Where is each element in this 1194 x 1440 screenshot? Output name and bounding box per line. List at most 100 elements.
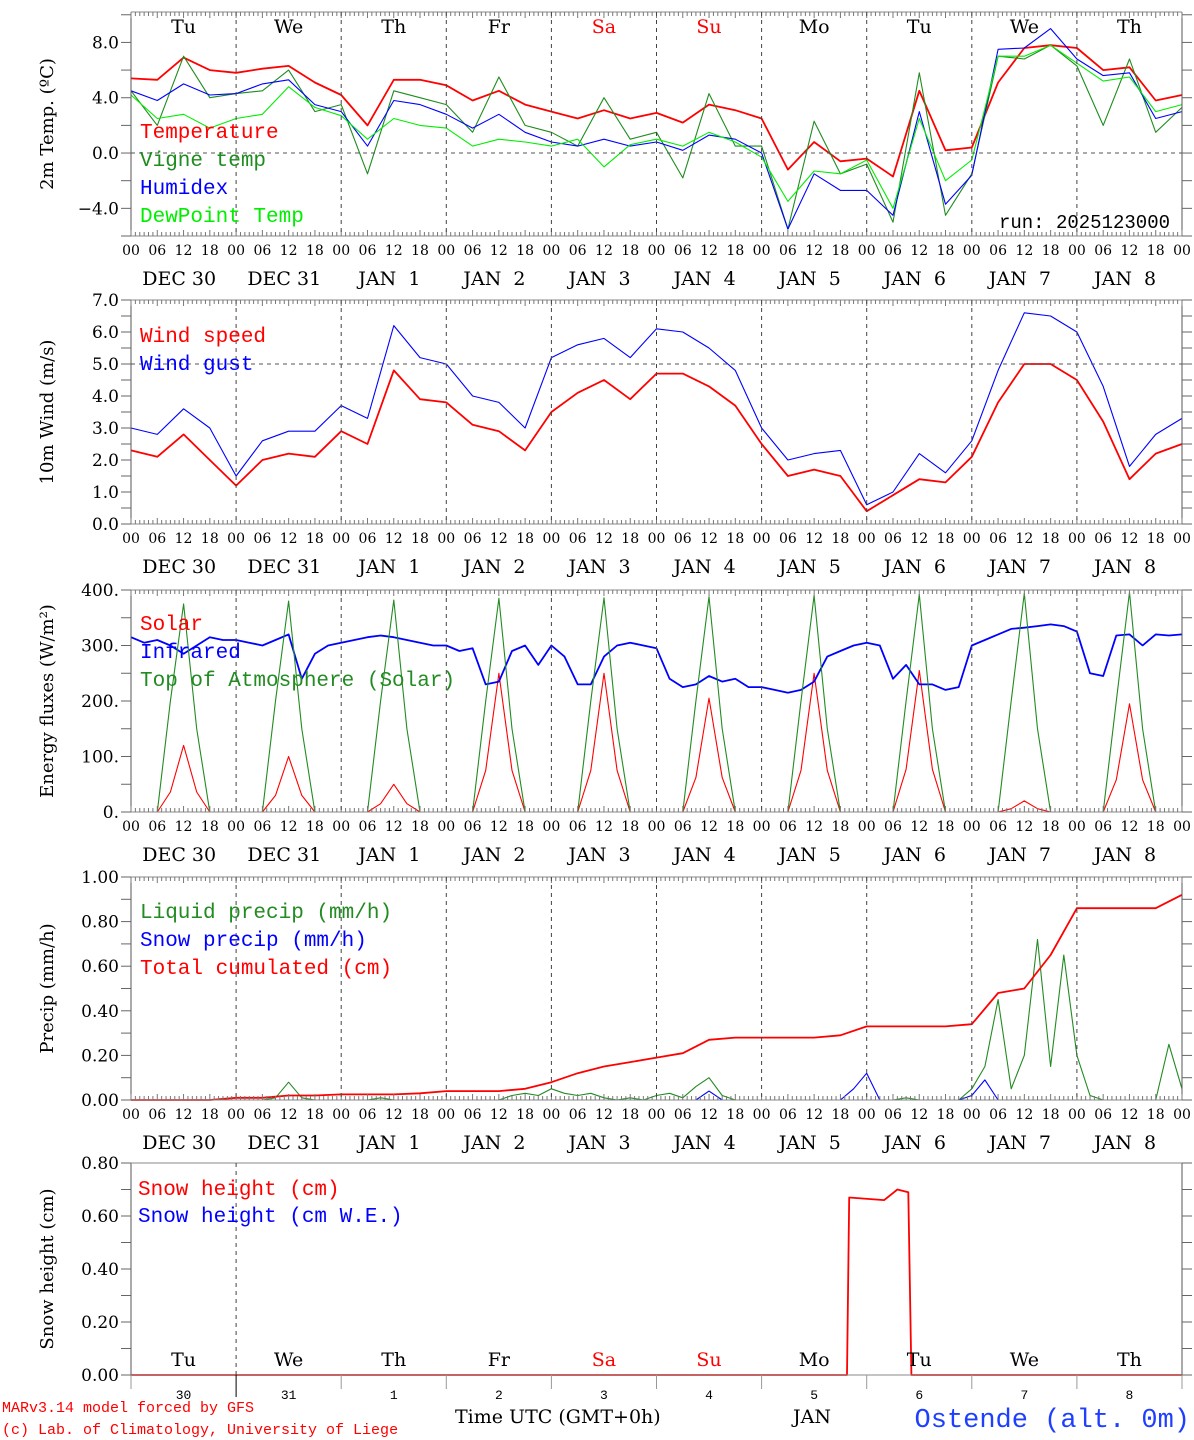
day-of-week-label: Th xyxy=(1117,16,1142,38)
date-label: JAN 2 xyxy=(461,1132,525,1154)
hour-tick-label: 12 xyxy=(280,819,298,835)
date-label: JAN 4 xyxy=(672,556,736,578)
date-label: DEC 31 xyxy=(247,844,321,866)
hour-tick-label: 12 xyxy=(175,531,193,547)
hour-tick-label: 12 xyxy=(595,819,613,835)
hour-tick-label: 00 xyxy=(1068,819,1086,835)
hour-tick-label: 18 xyxy=(832,819,850,835)
y-tick-label: 2.0 xyxy=(92,451,119,471)
hour-tick-label: 18 xyxy=(411,819,429,835)
hour-tick-label: 00 xyxy=(1173,243,1191,259)
hour-tick-label: 00 xyxy=(858,1107,876,1123)
date-label: JAN 8 xyxy=(1092,1132,1156,1154)
hour-tick-label: 12 xyxy=(595,1107,613,1123)
hour-tick-label: 00 xyxy=(227,1107,245,1123)
hour-tick-label: 18 xyxy=(306,819,324,835)
day-of-week-label: Tu xyxy=(171,1349,196,1371)
hour-tick-label: 18 xyxy=(411,531,429,547)
day-number-label: 8 xyxy=(1126,1388,1134,1403)
hour-tick-label: 06 xyxy=(253,819,271,835)
hour-tick-label: 00 xyxy=(1068,243,1086,259)
y-tick-label: 1.00 xyxy=(81,868,119,888)
day-of-week-label: Su xyxy=(696,1349,721,1371)
series-line-snow-height-cm xyxy=(131,1188,1182,1376)
date-label: JAN 6 xyxy=(882,844,946,866)
legend-entry: Top of Atmosphere (Solar) xyxy=(140,670,455,693)
hour-tick-label: 18 xyxy=(726,243,744,259)
hour-tick-label: 00 xyxy=(1068,531,1086,547)
hour-tick-label: 12 xyxy=(1015,531,1033,547)
hour-tick-label: 06 xyxy=(359,531,377,547)
hour-tick-label: 12 xyxy=(805,531,823,547)
series-line-temperature xyxy=(130,44,1183,178)
hour-tick-label: 18 xyxy=(937,819,955,835)
hour-tick-label: 06 xyxy=(148,819,166,835)
day-number-label: 1 xyxy=(390,1388,398,1403)
date-label: JAN 2 xyxy=(461,556,525,578)
hour-tick-label: 12 xyxy=(805,819,823,835)
y-tick-label: 0.80 xyxy=(81,913,119,933)
y-tick-label: 400. xyxy=(81,581,119,601)
hour-tick-label: 00 xyxy=(227,531,245,547)
hour-tick-label: 12 xyxy=(385,243,403,259)
hour-tick-label: 06 xyxy=(884,243,902,259)
hour-tick-label: 06 xyxy=(884,1107,902,1123)
hour-tick-label: 18 xyxy=(726,531,744,547)
hour-tick-label: 18 xyxy=(621,1107,639,1123)
hour-tick-label: 00 xyxy=(437,531,455,547)
hour-tick-label: 12 xyxy=(385,1107,403,1123)
date-label: JAN 5 xyxy=(777,556,841,578)
y-tick-label: 0.00 xyxy=(81,1366,119,1386)
hour-tick-label: 00 xyxy=(122,1107,140,1123)
date-label: JAN 4 xyxy=(672,844,736,866)
hour-tick-label: 12 xyxy=(700,531,718,547)
y-tick-label: 300. xyxy=(81,637,119,657)
hour-tick-label: 06 xyxy=(148,531,166,547)
hour-tick-label: 06 xyxy=(569,819,587,835)
hour-tick-label: 00 xyxy=(1173,819,1191,835)
hour-tick-label: 00 xyxy=(227,819,245,835)
hour-tick-label: 12 xyxy=(1015,1107,1033,1123)
date-label: JAN 6 xyxy=(882,556,946,578)
run-annotation: run: 2025123000 xyxy=(999,212,1170,234)
y-tick-label: −4.0 xyxy=(78,199,119,219)
day-of-week-label: Mo xyxy=(799,1349,830,1371)
date-label: DEC 30 xyxy=(142,556,216,578)
hour-tick-label: 18 xyxy=(306,243,324,259)
hour-tick-label: 12 xyxy=(175,1107,193,1123)
day-number-label: 7 xyxy=(1020,1388,1028,1403)
hour-tick-label: 12 xyxy=(910,1107,928,1123)
hour-tick-label: 00 xyxy=(858,243,876,259)
hour-tick-label: 06 xyxy=(148,243,166,259)
date-label: JAN 6 xyxy=(882,1132,946,1154)
hour-tick-label: 00 xyxy=(1173,1107,1191,1123)
y-tick-label: 5.0 xyxy=(92,355,119,375)
hour-tick-label: 06 xyxy=(779,819,797,835)
legend-entry: Wind speed xyxy=(140,326,266,349)
hour-tick-label: 00 xyxy=(963,243,981,259)
date-label: DEC 30 xyxy=(142,844,216,866)
y-axis-title: 2m Temp. (ºC) xyxy=(37,58,58,190)
hour-tick-label: 06 xyxy=(1094,1107,1112,1123)
day-of-week-label: Th xyxy=(381,16,406,38)
hour-tick-label: 18 xyxy=(1042,531,1060,547)
date-label: DEC 31 xyxy=(247,556,321,578)
hour-tick-label: 00 xyxy=(753,1107,771,1123)
legend-entry: Humidex xyxy=(140,178,228,201)
hour-tick-label: 06 xyxy=(989,243,1007,259)
hour-tick-label: 06 xyxy=(779,1107,797,1123)
date-label: JAN 8 xyxy=(1092,844,1156,866)
hour-tick-label: 18 xyxy=(1042,1107,1060,1123)
hour-tick-label: 12 xyxy=(490,819,508,835)
hour-tick-label: 00 xyxy=(332,819,350,835)
hour-tick-label: 00 xyxy=(963,531,981,547)
hour-tick-label: 18 xyxy=(621,243,639,259)
y-tick-label: 0.00 xyxy=(81,1091,119,1111)
date-label: JAN 3 xyxy=(567,844,631,866)
legend-entry: Liquid precip (mm/h) xyxy=(140,902,392,925)
hour-tick-label: 18 xyxy=(621,819,639,835)
date-label: JAN 7 xyxy=(987,556,1051,578)
hour-tick-label: 18 xyxy=(201,1107,219,1123)
hour-tick-label: 06 xyxy=(1094,531,1112,547)
hour-tick-label: 00 xyxy=(963,819,981,835)
